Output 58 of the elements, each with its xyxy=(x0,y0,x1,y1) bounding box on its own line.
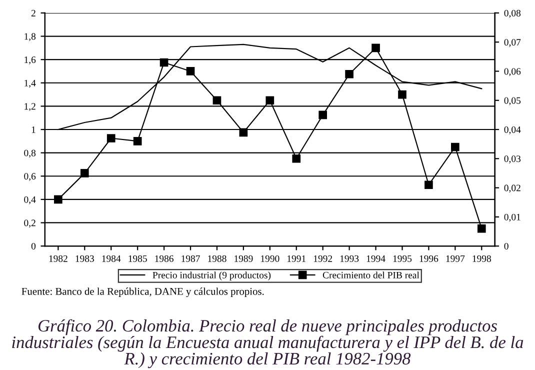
y-tick-label: 0,6 xyxy=(24,173,36,181)
y-tick-label: 0,4 xyxy=(24,196,36,204)
point xyxy=(239,128,248,137)
point xyxy=(54,195,62,204)
point xyxy=(133,136,142,146)
x-tick-label: 1983 xyxy=(76,255,94,262)
point xyxy=(477,224,486,233)
y2-tick-label: 0,08 xyxy=(504,10,521,18)
point xyxy=(160,58,168,67)
source-note: Fuente: Banco de la República, DANE y cálculos propios. xyxy=(22,288,264,298)
x-tick-label: 1990 xyxy=(261,255,280,262)
x-tick-label: 1988 xyxy=(208,255,226,262)
y-tick-label: 1,4 xyxy=(24,80,36,88)
y-tick-label: 0 xyxy=(31,242,36,250)
y2-tick-label: 0,05 xyxy=(504,97,521,106)
y-tick-label: 1 xyxy=(32,126,36,133)
point xyxy=(424,180,433,190)
point xyxy=(266,96,274,105)
x-tick-label: 1984 xyxy=(102,255,121,262)
x-tick-label: 1996 xyxy=(420,255,438,262)
point xyxy=(318,110,328,120)
x-tick-label: 1993 xyxy=(340,255,359,262)
y-tick-label: 1,8 xyxy=(24,33,36,42)
x-tick-label: 1998 xyxy=(472,255,491,262)
point xyxy=(345,70,354,78)
x-tick-label: 1989 xyxy=(234,255,253,262)
y-tick-label: 2 xyxy=(31,10,36,16)
y2-tick-label: 0,01 xyxy=(504,214,520,222)
point xyxy=(292,154,301,163)
y2-tick-label: 0 xyxy=(504,242,508,250)
x-tick-label: 1992 xyxy=(314,255,332,262)
y-tick-label: 1,6 xyxy=(24,56,36,64)
x-tick-label: 1995 xyxy=(393,255,412,262)
point xyxy=(372,44,380,52)
point xyxy=(212,96,222,105)
point xyxy=(106,134,116,142)
y-tick-label: 0,8 xyxy=(24,150,36,158)
point xyxy=(80,169,89,178)
y-tick-label: 1,2 xyxy=(24,103,36,112)
point xyxy=(451,142,460,152)
x-tick-label: 1985 xyxy=(128,255,147,262)
x-tick-label: 1986 xyxy=(155,255,174,262)
legend-label: Precio industrial (9 productos) xyxy=(152,272,271,280)
point xyxy=(186,67,195,76)
x-tick-label: 1991 xyxy=(288,255,306,262)
x-tick-label: 1982 xyxy=(49,255,68,262)
text: Gráfico 20. Colombia. Precio real de nueve principales productos industriales (según la Encuesta anual manufacturera y el IPP del B. de la R.) y crecimiento del PIB real 1982-1998 xyxy=(12,319,524,368)
legend-label: Crecimiento del PIB real xyxy=(322,272,420,278)
x-tick-label: 1994 xyxy=(366,255,386,262)
x-tick-label: 1997 xyxy=(446,255,465,262)
y-tick-label: 0,2 xyxy=(24,220,36,228)
y2-tick-label: 0,07 xyxy=(504,38,521,47)
y2-tick-label: 0,04 xyxy=(504,126,521,134)
y2-tick-label: 0,03 xyxy=(504,156,521,164)
y2-tick-label: 0,06 xyxy=(504,68,521,76)
x-tick-label: 1987 xyxy=(182,255,200,262)
point xyxy=(398,90,406,99)
y2-tick-label: 0,02 xyxy=(504,184,520,193)
